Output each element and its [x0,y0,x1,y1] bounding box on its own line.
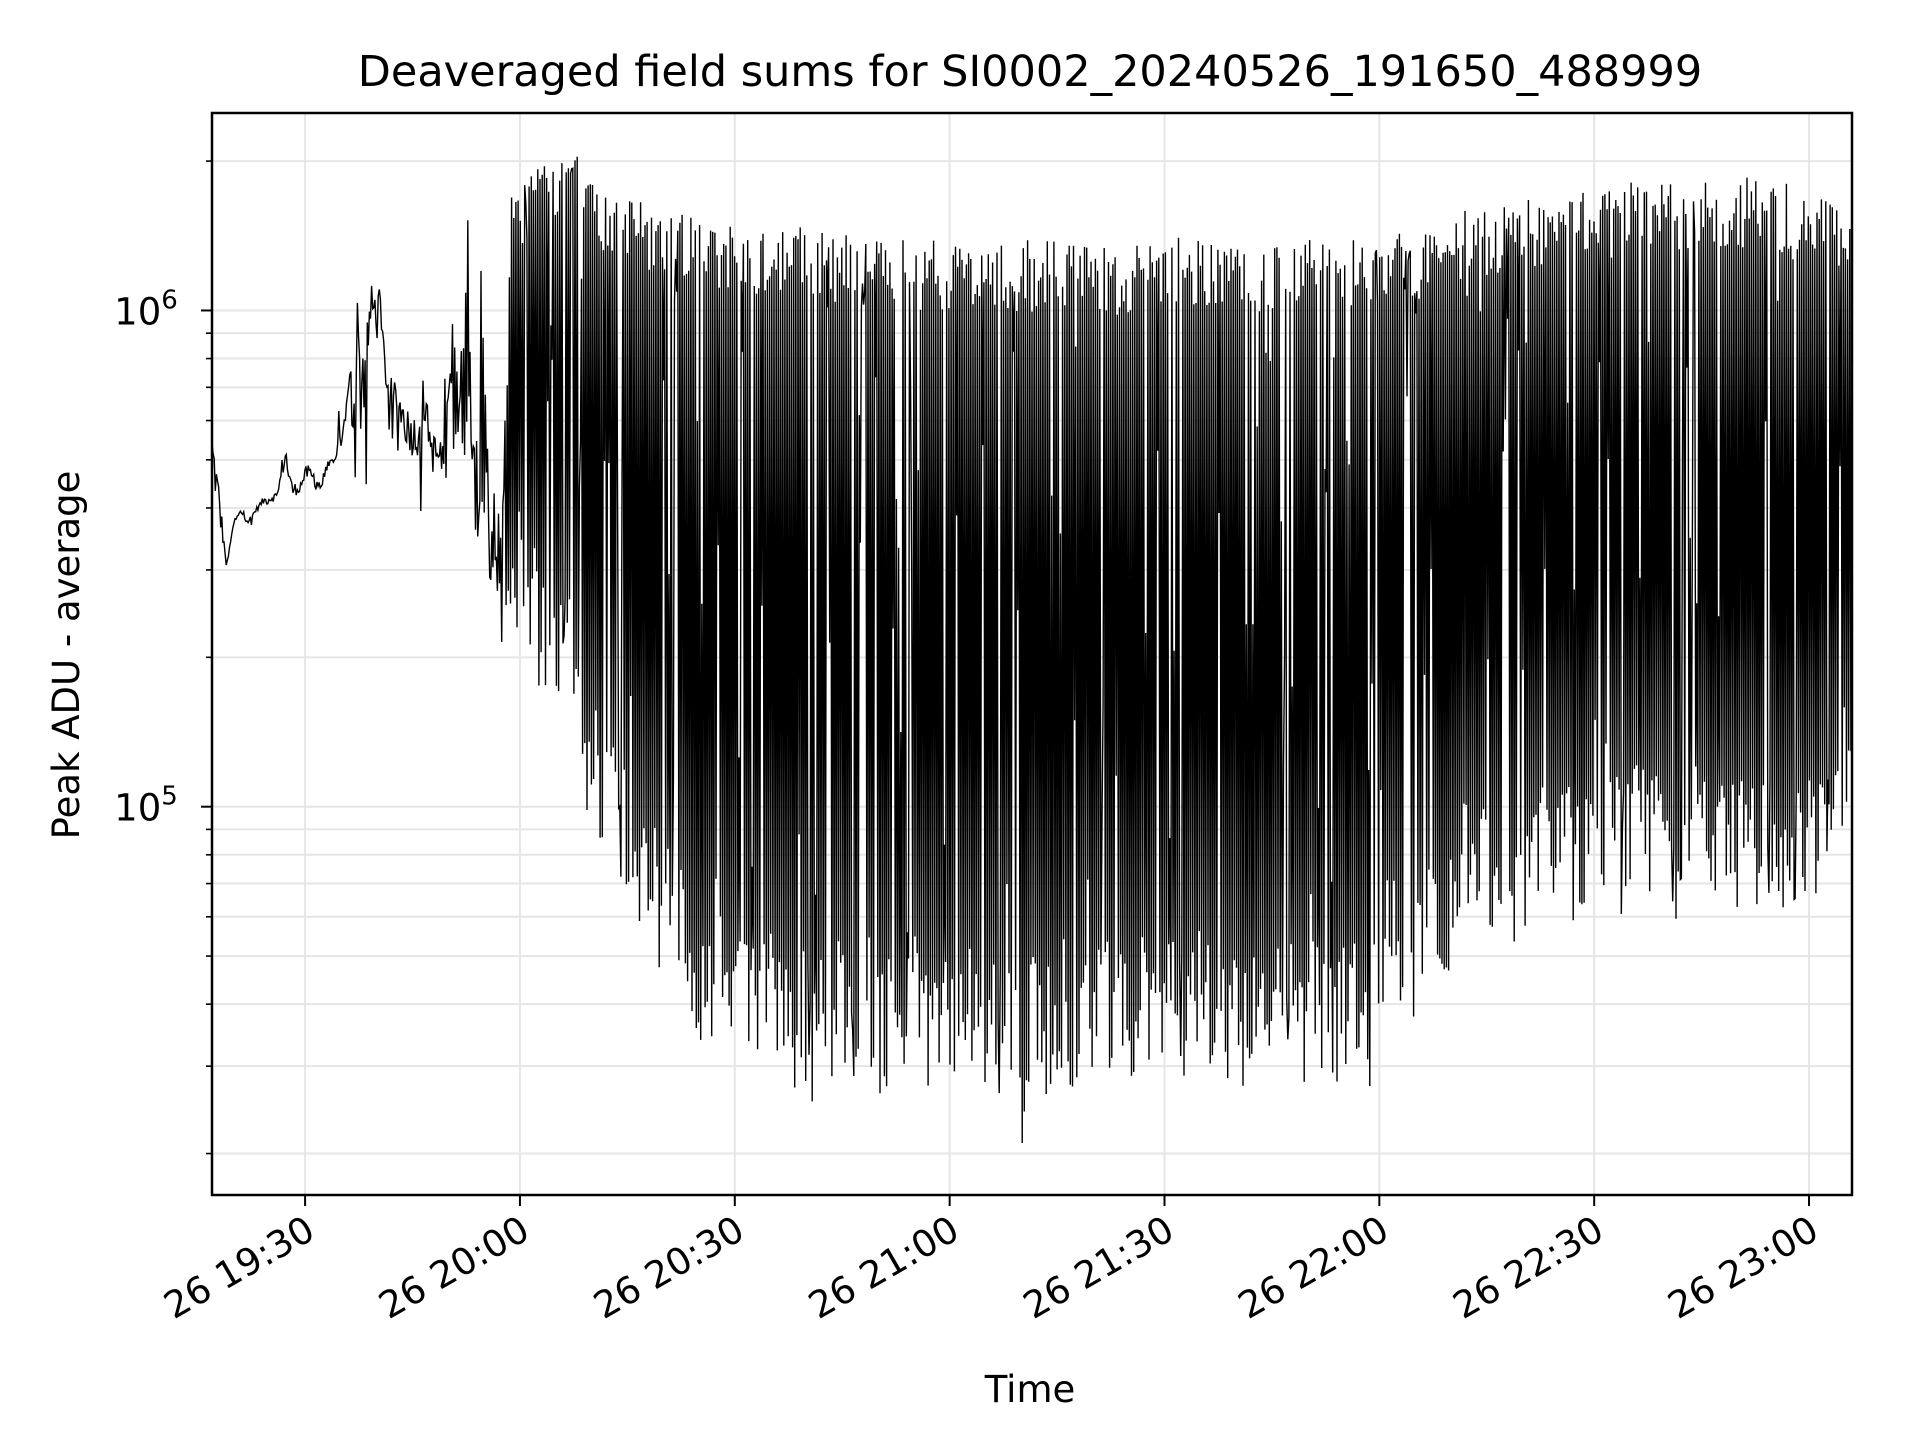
y-tick-label: 105 [114,782,178,830]
chart-title: Deaveraged field sums for SI0002_2024052… [358,47,1703,97]
data-series [211,156,1853,1144]
y-tick-label: 106 [114,285,178,333]
y-axis-label: Peak ADU - average [45,471,88,840]
y-tick-base: 10 [114,290,161,333]
plot-frame [210,111,1854,1197]
y-tick-exponent: 5 [161,782,178,812]
series-line [211,156,1853,1144]
y-tick-exponent: 6 [161,285,178,315]
x-axis-label: Time [984,1368,1076,1411]
y-tick-base: 10 [114,787,161,830]
